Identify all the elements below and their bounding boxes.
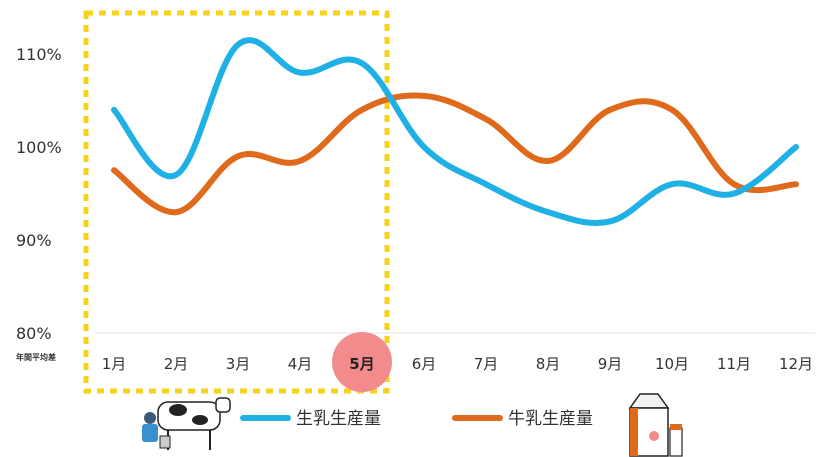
highlight-month-marker <box>332 332 392 392</box>
y-tick-label: 90% <box>16 231 52 250</box>
series-line-milk <box>111 92 799 216</box>
milk-carton-icon <box>628 393 683 457</box>
cow-milking-icon <box>142 397 231 450</box>
x-tick-label: 2月 <box>164 355 189 373</box>
legend-label: 牛乳生産量 <box>508 409 593 429</box>
y-tick-label: 110% <box>16 45 62 64</box>
x-tick-label: 4月 <box>288 355 313 373</box>
x-tick-label: 9月 <box>598 355 623 373</box>
legend-label: 生乳生産量 <box>296 409 381 429</box>
x-tick-label: 10月 <box>655 355 689 373</box>
y-tick-label: 100% <box>16 138 62 157</box>
x-tick-label: 12月 <box>779 355 813 373</box>
y-tick-label: 80% <box>16 324 52 343</box>
x-tick-label: 8月 <box>536 355 561 373</box>
x-tick-label: 3月 <box>226 355 251 373</box>
y-unit-note: 年間平均差 <box>16 352 56 362</box>
x-tick-label: 7月 <box>474 355 499 373</box>
x-tick-label: 5月 <box>349 355 374 373</box>
highlight-frame <box>83 10 390 394</box>
x-tick-label: 1月 <box>102 355 127 373</box>
x-tick-label: 11月 <box>717 355 751 373</box>
x-tick-label: 6月 <box>412 355 437 373</box>
